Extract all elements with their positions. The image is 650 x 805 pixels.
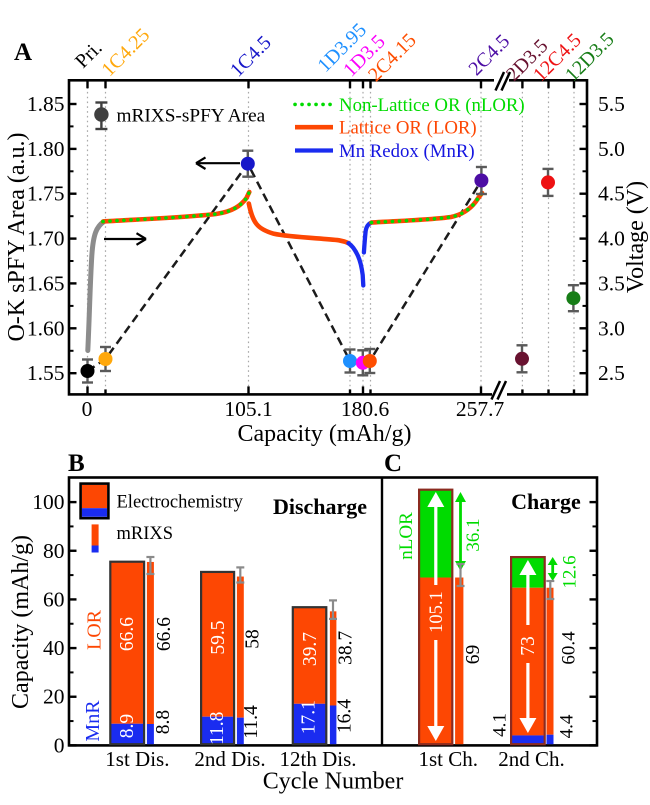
svg-text:1.60: 1.60 [27, 316, 65, 340]
svg-text:66.6: 66.6 [117, 617, 138, 651]
svg-text:O-K sPFY Area (a.u.): O-K sPFY Area (a.u.) [4, 132, 30, 341]
svg-text:Mn Redox (MnR): Mn Redox (MnR) [339, 141, 475, 162]
svg-text:4.4: 4.4 [557, 714, 578, 738]
svg-text:66.6: 66.6 [154, 617, 175, 651]
svg-text:105.1: 105.1 [224, 397, 272, 421]
svg-text:73: 73 [518, 636, 539, 656]
svg-text:1.75: 1.75 [27, 182, 65, 206]
svg-text:Charge: Charge [511, 489, 581, 514]
svg-text:A: A [14, 39, 32, 66]
svg-text:4.0: 4.0 [598, 227, 625, 251]
svg-text:20: 20 [43, 685, 65, 709]
svg-text:mRIXS-sPFY Area: mRIXS-sPFY Area [117, 106, 266, 127]
svg-text:1st Ch.: 1st Ch. [418, 747, 478, 771]
svg-text:Capacity (mAh/g): Capacity (mAh/g) [238, 421, 412, 447]
svg-text:Lattice OR (LOR): Lattice OR (LOR) [339, 118, 477, 139]
svg-text:B: B [68, 450, 85, 477]
svg-text:Non-Lattice OR (nLOR): Non-Lattice OR (nLOR) [339, 95, 525, 116]
svg-text:40: 40 [43, 636, 65, 660]
svg-text:2nd Ch.: 2nd Ch. [498, 747, 565, 771]
svg-text:59.5: 59.5 [208, 620, 229, 654]
svg-text:38.7: 38.7 [336, 630, 357, 664]
svg-text:60: 60 [43, 587, 65, 611]
svg-text:C: C [384, 450, 402, 477]
svg-text:8.9: 8.9 [117, 714, 138, 738]
svg-text:5.0: 5.0 [598, 137, 625, 161]
svg-text:1.70: 1.70 [27, 227, 65, 251]
svg-text:0: 0 [54, 733, 65, 757]
svg-text:100: 100 [32, 490, 64, 514]
svg-text:36.1: 36.1 [463, 518, 484, 551]
svg-text:16.4: 16.4 [335, 699, 356, 733]
svg-text:180.6: 180.6 [341, 397, 390, 421]
svg-text:Discharge: Discharge [273, 494, 367, 519]
svg-text:Capacity (mAh/g): Capacity (mAh/g) [8, 535, 34, 709]
svg-text:1.85: 1.85 [27, 92, 65, 116]
svg-text:11.8: 11.8 [207, 712, 228, 745]
svg-text:1.80: 1.80 [27, 137, 65, 161]
svg-text:2.5: 2.5 [598, 361, 625, 385]
svg-text:17.1: 17.1 [299, 700, 320, 734]
svg-text:2nd Dis.: 2nd Dis. [194, 747, 265, 771]
svg-text:12.6: 12.6 [560, 555, 581, 588]
svg-text:60.4: 60.4 [559, 631, 580, 665]
svg-text:105.1: 105.1 [427, 591, 447, 633]
svg-text:257.7: 257.7 [456, 397, 505, 421]
svg-text:1.55: 1.55 [27, 361, 65, 385]
svg-text:mRIXS: mRIXS [117, 524, 174, 544]
svg-text:MnR: MnR [82, 700, 104, 742]
svg-text:69: 69 [463, 645, 484, 665]
svg-text:0: 0 [82, 397, 93, 421]
svg-text:1.65: 1.65 [27, 271, 65, 295]
svg-text:1st Dis.: 1st Dis. [105, 747, 169, 771]
svg-text:3.0: 3.0 [598, 316, 625, 340]
svg-text:8.8: 8.8 [153, 710, 174, 734]
svg-text:nLOR: nLOR [396, 512, 417, 560]
svg-text:4.1: 4.1 [490, 713, 511, 737]
svg-text:12th Dis.: 12th Dis. [279, 747, 356, 771]
svg-text:4.5: 4.5 [598, 182, 625, 206]
svg-text:11.4: 11.4 [241, 705, 262, 739]
svg-text:LOR: LOR [84, 609, 106, 650]
svg-text:Voltage (V): Voltage (V) [623, 181, 649, 293]
svg-text:5.5: 5.5 [598, 92, 625, 116]
svg-text:Electrochemistry: Electrochemistry [117, 493, 244, 513]
svg-text:80: 80 [43, 539, 65, 563]
svg-text:39.7: 39.7 [300, 632, 321, 666]
svg-text:3.5: 3.5 [598, 271, 625, 295]
svg-text:Cycle Number: Cycle Number [263, 769, 404, 795]
svg-text:58: 58 [243, 629, 264, 649]
